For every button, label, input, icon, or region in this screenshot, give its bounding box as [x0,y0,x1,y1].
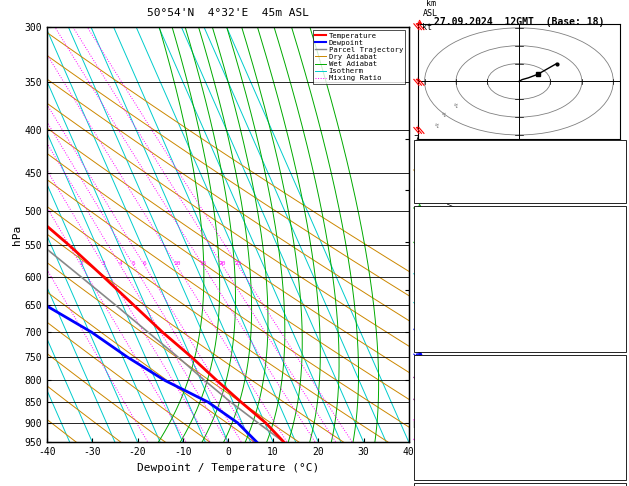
Text: 3: 3 [613,423,620,433]
Text: CIN (J): CIN (J) [420,336,462,347]
Text: 27.09.2024  12GMT  (Base: 18): 27.09.2024 12GMT (Base: 18) [434,17,604,27]
Text: 20: 20 [219,260,226,266]
Text: Dewp (°C): Dewp (°C) [420,253,474,263]
Text: kt: kt [422,23,432,32]
Text: CIN (J): CIN (J) [420,465,462,475]
Text: 4: 4 [118,260,122,266]
Text: km
ASL: km ASL [423,0,438,18]
Text: 15: 15 [199,260,207,266]
Text: ↯: ↯ [442,112,445,118]
Text: 3: 3 [102,260,106,266]
Text: 2: 2 [79,260,83,266]
Text: Lifted Index: Lifted Index [420,423,493,433]
Text: Most Unstable: Most Unstable [481,360,559,370]
Text: 303: 303 [601,274,620,284]
Text: CAPE (J): CAPE (J) [420,315,468,326]
Text: 5: 5 [131,260,135,266]
Text: © weatheronline.co.uk: © weatheronline.co.uk [467,468,571,477]
Y-axis label: hPa: hPa [12,225,22,244]
Text: Lifted Index: Lifted Index [420,295,493,305]
Text: 50°54'N  4°32'E  45m ASL: 50°54'N 4°32'E 45m ASL [147,8,309,18]
Text: ↯: ↯ [435,123,439,129]
Text: 6.4: 6.4 [601,253,620,263]
Text: 0: 0 [613,336,620,347]
Text: CAPE (J): CAPE (J) [420,444,468,454]
Text: Mixing Ratio (g/kg): Mixing Ratio (g/kg) [448,187,457,282]
Text: θₑ(K): θₑ(K) [420,274,450,284]
Text: 0: 0 [613,444,620,454]
Text: θₑ (K): θₑ (K) [420,402,456,412]
Text: 20: 20 [608,145,620,156]
Text: ↯: ↯ [454,103,458,109]
Text: Temp (°C): Temp (°C) [420,232,474,242]
Text: Totals Totals: Totals Totals [420,166,498,176]
Text: Pressure (mb): Pressure (mb) [420,381,498,391]
Text: LCL: LCL [413,421,428,431]
Text: 0: 0 [613,315,620,326]
Text: 25: 25 [235,260,242,266]
Text: 1.49: 1.49 [596,187,620,197]
Text: 50: 50 [608,166,620,176]
Legend: Temperature, Dewpoint, Parcel Trajectory, Dry Adiabat, Wet Adiabat, Isotherm, Mi: Temperature, Dewpoint, Parcel Trajectory… [313,30,405,84]
Text: 800: 800 [601,381,620,391]
Text: 6: 6 [143,260,147,266]
Text: 12.4: 12.4 [596,232,620,242]
Text: K: K [420,145,426,156]
Text: 0: 0 [613,465,620,475]
Text: PW (cm): PW (cm) [420,187,462,197]
Text: Surface: Surface [499,211,541,221]
Text: 10: 10 [173,260,181,266]
X-axis label: Dewpoint / Temperature (°C): Dewpoint / Temperature (°C) [137,463,319,473]
Text: 303: 303 [601,402,620,412]
Text: 3: 3 [613,295,620,305]
